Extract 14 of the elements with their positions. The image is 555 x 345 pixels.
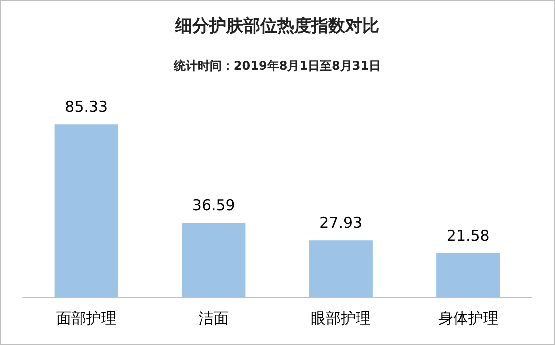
bar [309, 240, 373, 297]
data-label: 85.33 [65, 98, 108, 116]
bar [436, 253, 500, 297]
x-tick-label: 洁面 [198, 310, 229, 328]
x-tick-label: 眼部护理 [311, 310, 372, 328]
data-label: 36.59 [192, 196, 236, 215]
chart-subtitle: 统计时间：2019年8月1日至8月31日 [172, 59, 382, 73]
x-tick-label: 身体护理 [438, 310, 498, 328]
bar [54, 124, 118, 297]
data-label: 21.58 [446, 226, 490, 245]
bar [182, 223, 246, 297]
x-tick-label: 面部护理 [56, 310, 117, 328]
chart-title: 细分护肤部位热度指数对比 [174, 16, 380, 36]
data-label: 27.93 [320, 214, 363, 232]
